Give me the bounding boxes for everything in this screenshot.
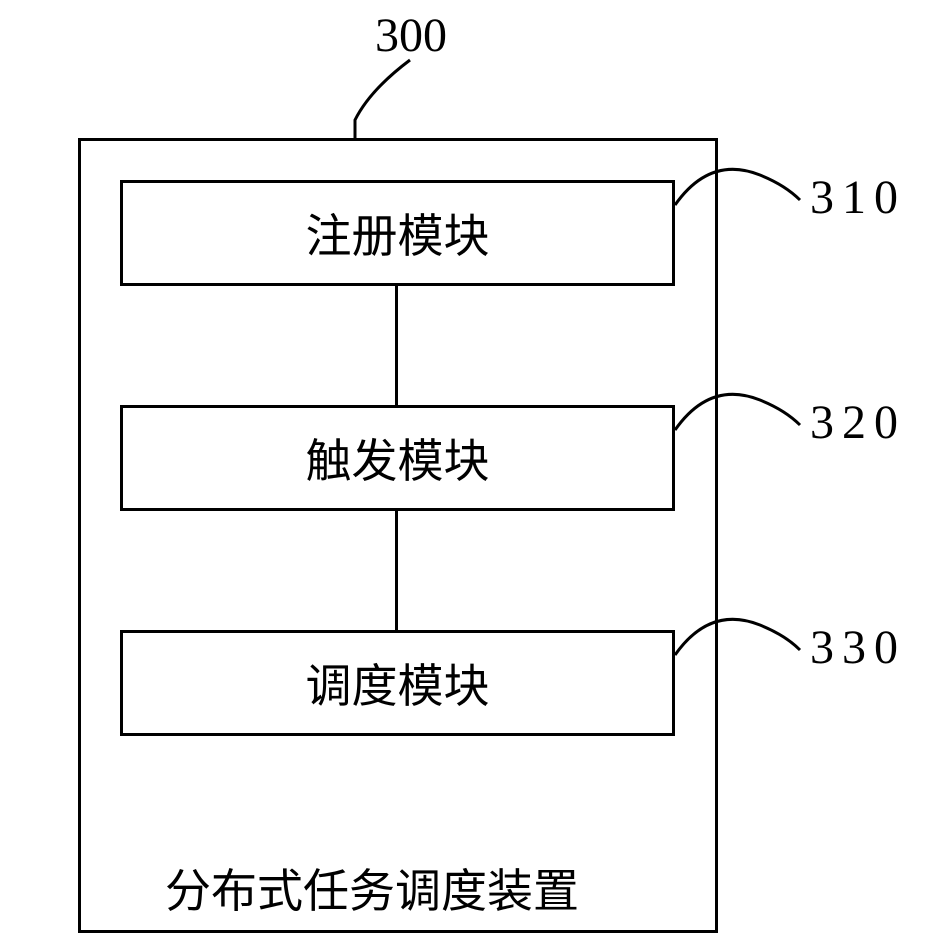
- device-title: 分布式任务调度装置: [165, 855, 579, 921]
- leader-330: [0, 0, 950, 948]
- ref-330: 330: [810, 620, 906, 675]
